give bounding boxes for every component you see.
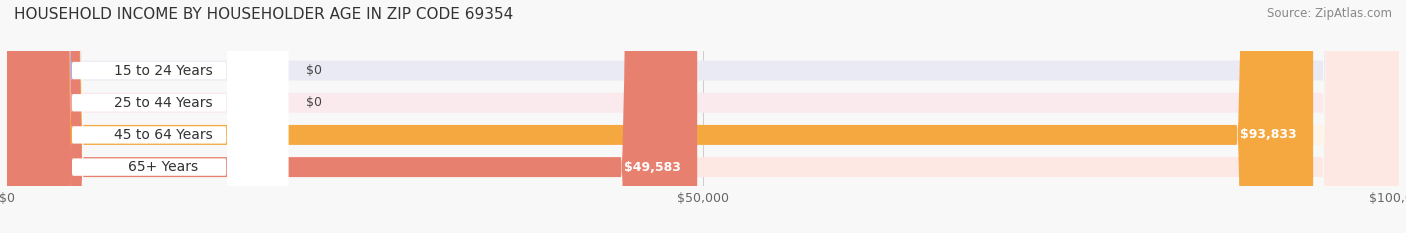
Text: 15 to 24 Years: 15 to 24 Years: [114, 64, 212, 78]
FancyBboxPatch shape: [7, 0, 1313, 233]
Text: $49,583: $49,583: [624, 161, 681, 174]
Text: 25 to 44 Years: 25 to 44 Years: [114, 96, 212, 110]
Text: $93,833: $93,833: [1240, 128, 1296, 141]
FancyBboxPatch shape: [10, 0, 288, 233]
FancyBboxPatch shape: [10, 0, 288, 233]
Text: 45 to 64 Years: 45 to 64 Years: [114, 128, 212, 142]
FancyBboxPatch shape: [0, 0, 73, 233]
Text: HOUSEHOLD INCOME BY HOUSEHOLDER AGE IN ZIP CODE 69354: HOUSEHOLD INCOME BY HOUSEHOLDER AGE IN Z…: [14, 7, 513, 22]
FancyBboxPatch shape: [0, 0, 73, 233]
FancyBboxPatch shape: [7, 0, 1399, 233]
Text: 65+ Years: 65+ Years: [128, 160, 198, 174]
FancyBboxPatch shape: [0, 0, 73, 233]
Text: $0: $0: [307, 64, 322, 77]
FancyBboxPatch shape: [10, 0, 288, 233]
Text: Source: ZipAtlas.com: Source: ZipAtlas.com: [1267, 7, 1392, 20]
FancyBboxPatch shape: [0, 0, 73, 233]
FancyBboxPatch shape: [7, 0, 1399, 233]
FancyBboxPatch shape: [7, 0, 1399, 233]
FancyBboxPatch shape: [7, 0, 697, 233]
FancyBboxPatch shape: [10, 0, 288, 233]
Text: $0: $0: [307, 96, 322, 109]
FancyBboxPatch shape: [7, 0, 1399, 233]
